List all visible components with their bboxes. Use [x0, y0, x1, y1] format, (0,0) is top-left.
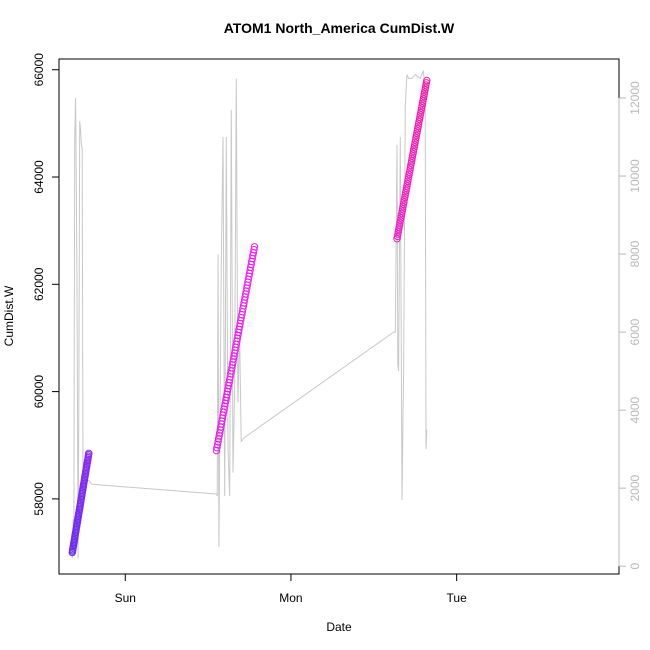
- x-axis: Sun Mon Tue: [115, 574, 467, 605]
- y-left-tick-label: 66000: [32, 53, 46, 87]
- y-right-tick-label: 2000: [628, 474, 642, 501]
- y-left-tick-label: 64000: [32, 160, 46, 194]
- point-segment-1: [68, 449, 93, 557]
- y-right-tick-label: 0: [628, 563, 642, 570]
- plot-frame: [58, 58, 620, 575]
- y-right-tick-label: 4000: [628, 396, 642, 423]
- y-axis-right: 0 2000 4000 6000 8000 10000 12000: [618, 81, 642, 570]
- y-right-tick-label: 10000: [628, 159, 642, 193]
- data-point: [250, 246, 258, 254]
- y-axis-label: CumDist.W: [2, 285, 16, 346]
- data-point: [85, 449, 93, 457]
- x-tick-label: Tue: [447, 591, 468, 605]
- y-left-tick-label: 58000: [32, 482, 46, 516]
- background-line: [71, 70, 428, 559]
- data-point: [423, 76, 431, 85]
- y-left-tick-label: 62000: [32, 267, 46, 301]
- y-axis-left: 58000 60000 62000 64000 66000: [32, 53, 59, 516]
- point-segment-3: [393, 76, 431, 243]
- y-right-tick-label: 6000: [628, 318, 642, 345]
- data-point: [250, 243, 259, 251]
- background-line-layer: [71, 70, 428, 559]
- x-axis-label: Date: [326, 620, 352, 634]
- y-left-tick-label: 60000: [32, 375, 46, 409]
- x-tick-label: Sun: [115, 591, 136, 605]
- points-layer: [68, 76, 431, 557]
- x-tick-label: Mon: [279, 591, 302, 605]
- y-right-tick-label: 8000: [628, 240, 642, 267]
- chart-title: ATOM1 North_America CumDist.W: [224, 20, 455, 36]
- point-segment-2: [212, 243, 259, 455]
- y-right-tick-label: 12000: [628, 81, 642, 115]
